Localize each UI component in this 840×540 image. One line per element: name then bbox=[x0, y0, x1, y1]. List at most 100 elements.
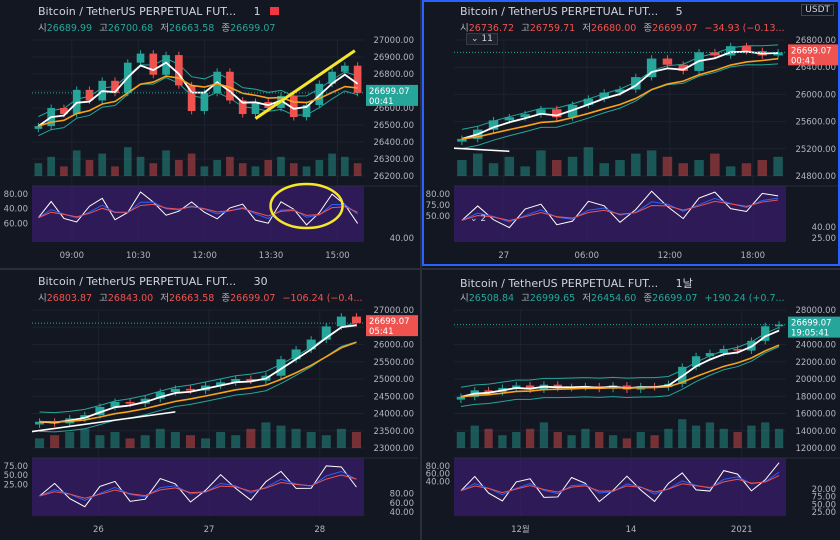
bollinger-lower bbox=[461, 63, 779, 149]
ohlc-readout: 시26736.72 고26759.71 저26680.00 종26699.07 … bbox=[460, 20, 785, 34]
candle-body bbox=[733, 348, 742, 351]
volume-bar bbox=[472, 153, 483, 176]
pane-divider-horizontal[interactable] bbox=[0, 268, 840, 270]
flag-icon[interactable] bbox=[270, 7, 280, 15]
candle-body bbox=[353, 65, 362, 93]
indicator-axis-label: 25.00 bbox=[4, 480, 28, 490]
volume-bar bbox=[583, 147, 594, 176]
chart-pane-5m[interactable]: 26800.00 26400.00 26000.00 25600.00 25200.00… bbox=[422, 0, 840, 266]
interval-label[interactable]: 5 bbox=[675, 5, 683, 18]
candle-body bbox=[341, 65, 349, 72]
price-axis-label: 12000.00 bbox=[795, 444, 836, 454]
volume-bar bbox=[457, 160, 467, 176]
volume-bar bbox=[470, 425, 479, 448]
candle-body bbox=[291, 349, 301, 360]
indicator-axis-label: 60.00 bbox=[4, 219, 28, 229]
volume-bar bbox=[539, 422, 549, 448]
high-value: 26700.68 bbox=[107, 23, 154, 34]
candle-body bbox=[646, 58, 657, 78]
volume-bar bbox=[733, 432, 742, 448]
interval-label[interactable]: 1 bbox=[253, 5, 261, 18]
price-axis-label: 26000.00 bbox=[373, 341, 414, 351]
close-key: 종 bbox=[643, 23, 653, 34]
symbol-name: Bitcoin / TetherUS PERPETUAL FUT... bbox=[38, 5, 237, 18]
indicator-axis-label: 60.00 bbox=[426, 470, 450, 480]
chart-svg[interactable]: 28000.0026000.0024000.0022000.0020000.00… bbox=[422, 270, 840, 540]
price-axis-label: 24800.00 bbox=[795, 172, 836, 182]
volume-bar bbox=[761, 422, 770, 448]
candle-body bbox=[761, 326, 770, 341]
chart-pane-1d[interactable]: 28000.0026000.0024000.0022000.0020000.00… bbox=[422, 270, 840, 540]
indicator-axis-label: 40.00 bbox=[426, 477, 450, 487]
interval-label[interactable]: 30 bbox=[253, 275, 268, 288]
chart-svg[interactable]: 27000.0026900.0026800.0026700.0026600.00… bbox=[0, 0, 418, 266]
volume-bar bbox=[149, 163, 158, 176]
indicator-axis-label: 25.00 bbox=[812, 234, 836, 244]
candle-body bbox=[583, 98, 594, 105]
current-price-tag bbox=[788, 44, 840, 66]
candle-body bbox=[678, 64, 688, 71]
price-axis-label: 27000.00 bbox=[373, 306, 414, 316]
volume-bar bbox=[664, 428, 673, 448]
current-price-tag bbox=[788, 316, 840, 338]
chart-svg[interactable]: 26800.00 26400.00 26000.00 25600.00 25200.00… bbox=[422, 0, 840, 266]
time-axis-label: 10:30 bbox=[126, 251, 151, 261]
candle-body bbox=[246, 379, 256, 381]
time-axis-label: 12:00 bbox=[192, 251, 217, 261]
symbol-header[interactable]: Bitcoin / TetherUS PERPETUAL FUT... 1 bbox=[38, 5, 280, 18]
candle-body bbox=[328, 71, 336, 84]
time-axis-label: 27 bbox=[204, 525, 215, 535]
volume-bar bbox=[694, 160, 704, 176]
price-axis-label: 24000.00 bbox=[373, 410, 414, 420]
low-key: 저 bbox=[582, 23, 591, 34]
candle-body bbox=[175, 55, 183, 86]
symbol-header[interactable]: Bitcoin / TetherUS PERPETUAL FUT... 30 bbox=[38, 275, 268, 288]
candle-body bbox=[773, 52, 783, 56]
price-axis-label: 26800.00 bbox=[795, 36, 836, 46]
candle-body bbox=[488, 120, 499, 130]
low-value: 26680.00 bbox=[591, 23, 637, 34]
candle-body bbox=[553, 384, 562, 388]
volume-bar bbox=[175, 160, 183, 176]
chart-pane-30m[interactable]: 27000.0026500.0026000.0025500.0025000.00… bbox=[0, 270, 418, 540]
volume-bar bbox=[662, 156, 673, 176]
candle-body bbox=[276, 359, 286, 376]
volume-bar bbox=[498, 435, 507, 448]
volume-bar bbox=[650, 435, 659, 448]
indicator-axis-label: 25.00 bbox=[812, 508, 836, 518]
candle-body bbox=[238, 100, 247, 115]
interval-label[interactable]: 1날 bbox=[675, 277, 693, 290]
price-axis-label: 25200.00 bbox=[795, 145, 836, 155]
indicator-axis-label: 80.00 bbox=[426, 190, 450, 200]
ohlc-readout: 시26508.84 고26999.65 저26454.60 종26699.07 … bbox=[460, 290, 785, 304]
ma-fast-line bbox=[461, 50, 779, 140]
candle-body bbox=[60, 108, 68, 115]
chart-pane-1m[interactable]: 27000.0026900.0026800.0026700.0026600.00… bbox=[0, 0, 418, 266]
volume-bar bbox=[72, 150, 81, 176]
candle-body bbox=[615, 89, 625, 93]
volume-bar bbox=[353, 163, 362, 176]
currency-button[interactable]: USDT bbox=[801, 4, 834, 16]
chart-svg[interactable]: 27000.0026500.0026000.0025500.0025000.00… bbox=[0, 270, 418, 540]
time-axis-label: 06:00 bbox=[575, 251, 600, 261]
collapse-indicators-button[interactable]: ⌄ 11 bbox=[466, 33, 498, 45]
candle-body bbox=[162, 55, 170, 75]
volume-bar bbox=[636, 432, 645, 448]
candle-body bbox=[170, 388, 180, 393]
time-axis-label: 18:00 bbox=[741, 251, 766, 261]
symbol-header[interactable]: Bitcoin / TetherUS PERPETUAL FUT... 1날 bbox=[460, 275, 693, 291]
candle-body bbox=[774, 324, 784, 327]
symbol-header[interactable]: Bitcoin / TetherUS PERPETUAL FUT... 5 bbox=[460, 5, 683, 18]
countdown-label: 00:41 bbox=[791, 56, 816, 66]
countdown-label: 00:41 bbox=[369, 97, 394, 107]
rsi-indicator-chip[interactable]: ⌄ 2 bbox=[466, 214, 490, 224]
time-axis-label: 09:00 bbox=[60, 251, 85, 261]
candle-body bbox=[504, 117, 515, 121]
ma-slow-line bbox=[460, 344, 780, 398]
pane-divider-vertical[interactable] bbox=[420, 0, 422, 540]
chevron-down-icon: ⌄ bbox=[471, 34, 479, 44]
indicator-axis-label: 50.00 bbox=[4, 471, 28, 481]
price-axis-label: 24500.00 bbox=[373, 392, 414, 402]
countdown-label: 05:41 bbox=[369, 327, 394, 337]
volume-bar bbox=[162, 150, 170, 176]
